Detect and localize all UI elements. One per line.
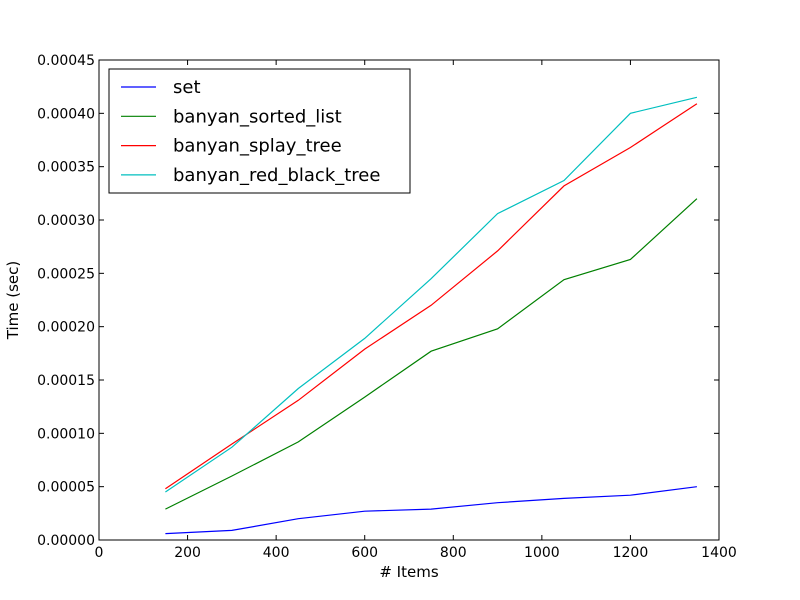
plot-frame bbox=[98, 59, 720, 541]
y-tick-label: 0.00005 bbox=[37, 480, 95, 496]
y-tick-label: 0.00000 bbox=[37, 533, 95, 549]
y-tick-label: 0.00030 bbox=[37, 213, 95, 229]
axis-ticks: 0 200 400 600 800 1000 1200 1400 0.00000 0.00005 0… bbox=[37, 53, 737, 561]
legend: set banyan_sorted_list banyan_splay_treeba… bbox=[108, 68, 411, 194]
series-line-banyan-sorted-list bbox=[165, 198, 698, 510]
series-line-banyan-splay-tree bbox=[165, 103, 698, 490]
y-tick-label: 0.00045 bbox=[37, 53, 95, 69]
legend-entry: banyan_sorted_list bbox=[173, 106, 342, 127]
plot-lines bbox=[165, 96, 698, 535]
y-axis-label: Time (sec) bbox=[4, 261, 22, 340]
y-tick-label: 0.00025 bbox=[37, 266, 95, 282]
series-line-set bbox=[165, 486, 697, 535]
x-tick-label: 800 bbox=[440, 545, 467, 561]
x-tick-label: 0 bbox=[95, 545, 104, 561]
y-tick-label: 0.00010 bbox=[37, 426, 95, 442]
legend-box bbox=[108, 68, 411, 194]
y-tick-label: 0.00040 bbox=[37, 106, 95, 122]
y-tick-label: 0.00035 bbox=[37, 160, 95, 176]
series-line-banyan-red-black-tree bbox=[165, 96, 698, 493]
x-tick-label: 400 bbox=[263, 545, 290, 561]
x-tick-label: 600 bbox=[351, 545, 378, 561]
legend-entry: banyan_red_black_tree bbox=[173, 165, 380, 186]
y-tick-label: 0.00015 bbox=[37, 373, 95, 389]
legend-entry: set bbox=[173, 77, 201, 98]
legend-entry: banyan_splay_tree bbox=[173, 136, 342, 157]
y-tick-label: 0.00020 bbox=[37, 320, 95, 336]
x-tick-label: 1400 bbox=[701, 545, 737, 561]
x-tick-label: 1200 bbox=[613, 545, 649, 561]
x-tick-label: 200 bbox=[174, 545, 201, 561]
x-tick-label: 1000 bbox=[524, 545, 560, 561]
x-axis-label: # Items bbox=[379, 563, 438, 581]
